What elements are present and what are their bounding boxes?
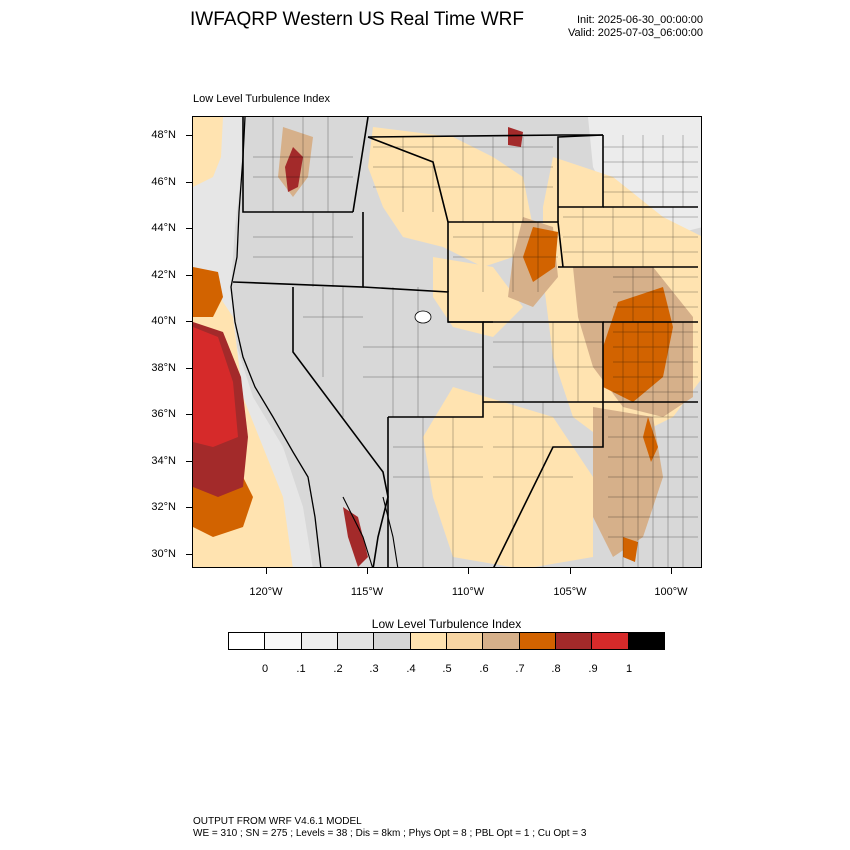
lat-label-34: 34°N bbox=[151, 455, 176, 467]
colorbar-label: .5 bbox=[442, 663, 452, 675]
colorbar-label: .1 bbox=[296, 663, 306, 675]
colorbar-segment bbox=[229, 633, 266, 649]
lat-label-36: 36°N bbox=[151, 408, 176, 420]
colorbar-segment bbox=[483, 633, 520, 649]
map-plot bbox=[192, 116, 702, 568]
lon-label-115: 115°W bbox=[350, 586, 384, 598]
colorbar-segment bbox=[374, 633, 411, 649]
lon-label-110: 110°W bbox=[451, 586, 485, 598]
lon-label-105: 105°W bbox=[553, 586, 587, 598]
colorbar-label: 0 bbox=[261, 663, 269, 675]
lat-label-42: 42°N bbox=[151, 269, 176, 281]
colorbar-segment bbox=[555, 633, 593, 649]
lat-label-30: 30°N bbox=[151, 548, 176, 560]
colorbar-segment bbox=[519, 633, 556, 649]
lat-label-46: 46°N bbox=[151, 176, 176, 188]
colorbar-segment bbox=[301, 633, 338, 649]
lat-label-48: 48°N bbox=[151, 129, 176, 141]
init-time: Init: 2025-06-30_00:00:00 bbox=[577, 14, 703, 26]
colorbar-label: .6 bbox=[479, 663, 489, 675]
run-info: Init: 2025-06-30_00:00:00 Valid: 2025-07… bbox=[568, 14, 703, 40]
lat-label-38: 38°N bbox=[151, 362, 176, 374]
colorbar-title: Low Level Turbulence Index bbox=[371, 617, 522, 631]
lat-label-40: 40°N bbox=[151, 315, 176, 327]
colorbar bbox=[228, 632, 665, 650]
lat-label-44: 44°N bbox=[151, 222, 176, 234]
main-title: IWFAQRP Western US Real Time WRF bbox=[190, 9, 524, 30]
colorbar-segment bbox=[337, 633, 375, 649]
colorbar-label: .2 bbox=[333, 663, 343, 675]
lon-label-120: 120°W bbox=[249, 586, 283, 598]
colorbar-segment bbox=[628, 633, 664, 649]
map-canvas bbox=[193, 117, 701, 567]
colorbar-label: .8 bbox=[551, 663, 561, 675]
colorbar-label: .7 bbox=[515, 663, 525, 675]
model-version: OUTPUT FROM WRF V4.6.1 MODEL bbox=[193, 816, 362, 827]
model-footer: OUTPUT FROM WRF V4.6.1 MODEL WE = 310 ; … bbox=[193, 816, 586, 840]
colorbar-label: .4 bbox=[406, 663, 416, 675]
colorbar-label: .9 bbox=[588, 663, 598, 675]
colorbar-segment bbox=[265, 633, 302, 649]
map-title: Low Level Turbulence Index bbox=[193, 93, 330, 105]
valid-time: Valid: 2025-07-03_06:00:00 bbox=[568, 27, 703, 39]
colorbar-segment bbox=[446, 633, 484, 649]
lon-label-100: 100°W bbox=[654, 586, 688, 598]
colorbar-segment bbox=[592, 633, 629, 649]
model-config: WE = 310 ; SN = 275 ; Levels = 38 ; Dis … bbox=[193, 828, 587, 839]
colorbar-label: 1 bbox=[625, 663, 633, 675]
colorbar-segment bbox=[410, 633, 447, 649]
colorbar-label: .3 bbox=[369, 663, 379, 675]
lat-label-32: 32°N bbox=[151, 501, 176, 513]
